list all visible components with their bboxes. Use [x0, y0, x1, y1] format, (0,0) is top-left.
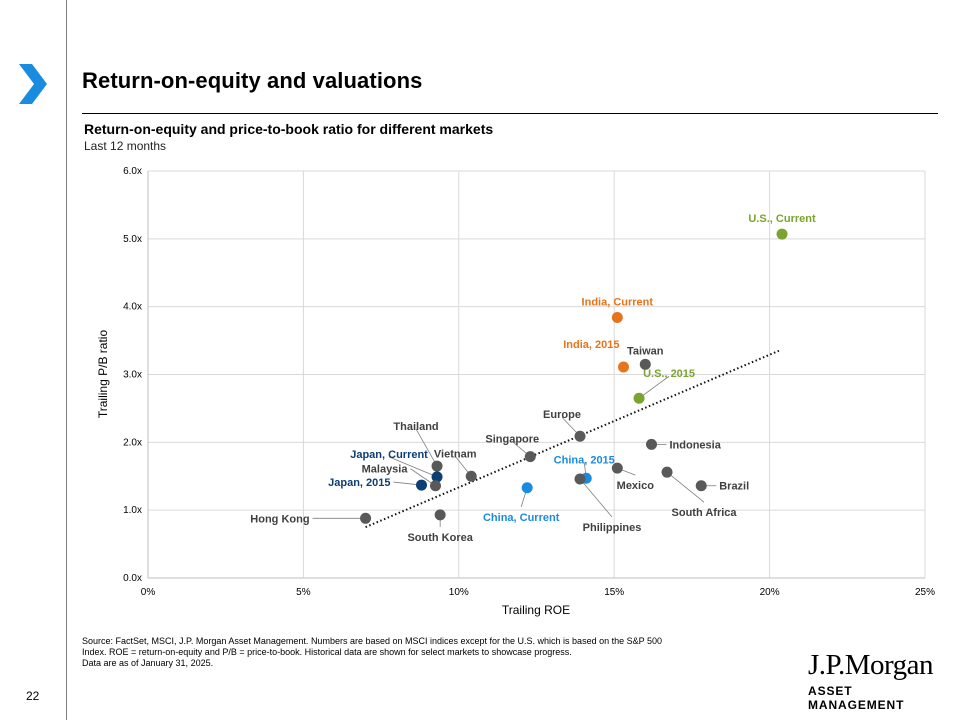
data-label: U.S., 2015 — [643, 368, 695, 380]
data-label: China, Current — [483, 512, 560, 524]
data-label: Japan, 2015 — [328, 477, 390, 489]
data-point — [434, 509, 446, 521]
data-point — [431, 460, 443, 472]
y-tick-label: 2.0x — [123, 437, 142, 448]
chart-title: Return-on-equity and price-to-book ratio… — [84, 121, 494, 137]
page-number: 22 — [26, 689, 40, 703]
data-label: Japan, Current — [350, 449, 428, 461]
logo-name: J.P.Morgan — [808, 649, 934, 681]
y-axis-title: Trailing P/B ratio — [96, 330, 110, 419]
trendline — [365, 349, 780, 529]
data-point — [431, 471, 443, 483]
data-point — [574, 430, 586, 442]
data-point — [521, 482, 533, 494]
x-tick-label: 25% — [915, 587, 935, 598]
y-tick-label: 4.0x — [123, 302, 142, 313]
y-tick-label: 1.0x — [123, 505, 142, 516]
jpmorgan-logo: J.P.Morgan ASSET MANAGEMENT — [808, 650, 938, 712]
data-label: Mexico — [617, 480, 655, 492]
leader-line — [579, 478, 613, 518]
footnote-line: Data are as of January 31, 2025. — [82, 658, 214, 668]
data-label: Philippines — [583, 522, 642, 534]
data-label: U.S., Current — [748, 213, 816, 225]
data-point — [695, 480, 707, 492]
data-point — [633, 392, 645, 404]
title-divider — [82, 113, 938, 114]
x-tick-label: 5% — [296, 587, 311, 598]
data-label: China, 2015 — [554, 454, 615, 466]
chevron-right-icon — [19, 64, 47, 104]
data-point — [645, 438, 657, 450]
x-tick-label: 10% — [449, 587, 469, 598]
leader-line — [638, 375, 670, 399]
data-point — [465, 470, 477, 482]
leader-line — [666, 471, 705, 503]
data-point — [416, 479, 428, 491]
y-tick-label: 5.0x — [123, 234, 142, 245]
leader-line — [388, 456, 438, 478]
x-tick-label: 0% — [141, 587, 156, 598]
data-point — [429, 480, 441, 492]
data-point — [776, 228, 788, 240]
page-title: Return-on-equity and valuations — [82, 68, 423, 93]
data-label: Brazil — [719, 481, 749, 493]
data-label: Vietnam — [434, 448, 477, 460]
data-point — [618, 361, 630, 373]
data-label: Thailand — [393, 421, 438, 433]
data-point — [611, 462, 623, 474]
x-tick-label: 15% — [604, 587, 624, 598]
chart-subtitle: Last 12 months — [84, 139, 167, 153]
data-label: Europe — [543, 409, 581, 421]
data-label: Indonesia — [669, 439, 721, 451]
data-point — [611, 312, 623, 324]
left-divider — [66, 0, 67, 720]
data-point — [574, 473, 586, 485]
data-label: Hong Kong — [250, 513, 309, 525]
leader-line — [415, 428, 438, 467]
data-point — [639, 358, 651, 370]
data-point — [661, 466, 673, 478]
y-tick-label: 6.0x — [123, 166, 142, 177]
x-tick-label: 20% — [760, 587, 780, 598]
y-tick-label: 0.0x — [123, 573, 142, 584]
data-label: Malaysia — [362, 464, 409, 476]
data-label: India, 2015 — [563, 339, 619, 351]
data-point — [524, 451, 536, 463]
data-point — [360, 512, 372, 524]
data-label: South Korea — [407, 532, 473, 544]
data-label: South Africa — [672, 507, 738, 519]
data-label: Taiwan — [627, 345, 664, 357]
footnote: Source: FactSet, MSCI, J.P. Morgan Asset… — [82, 636, 782, 669]
x-axis-title: Trailing ROE — [502, 603, 570, 617]
data-label: India, Current — [582, 297, 654, 309]
footnote-line: Source: FactSet, MSCI, J.P. Morgan Asset… — [82, 636, 662, 646]
footnote-line: Index. ROE = return-on-equity and P/B = … — [82, 647, 572, 657]
data-label: Singapore — [485, 434, 539, 446]
y-tick-label: 3.0x — [123, 370, 142, 381]
logo-subtitle: ASSET MANAGEMENT — [808, 684, 905, 712]
